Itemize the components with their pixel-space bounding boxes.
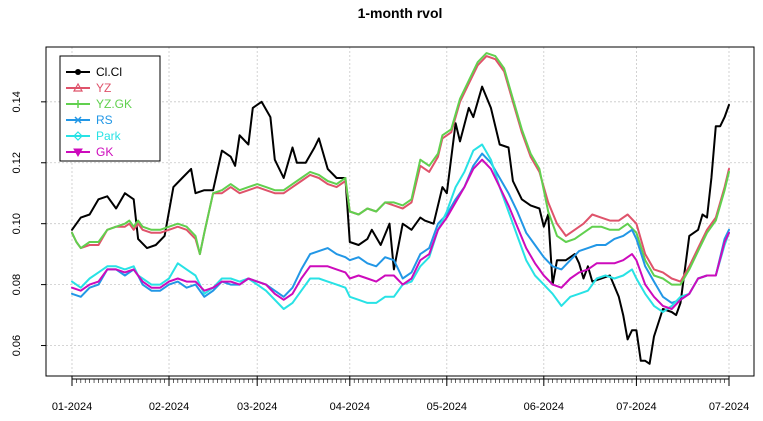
x-tick-label: 07-2024 [709,401,749,413]
x-tick-label: 07-2024 [616,401,656,413]
series-line-clcl [71,85,730,365]
chart-title: 1-month rvol [358,5,443,21]
series-line-rs [71,152,730,304]
x-tick-label: 06-2024 [524,401,564,413]
x-tick-label: 02-2024 [149,401,189,413]
legend-marker-circle [75,69,81,75]
series-line-park [71,143,730,313]
y-tick-label: 0.08 [11,274,23,295]
legend-label-clcl: Cl.Cl [96,65,122,79]
legend-label-rs: RS [96,113,113,127]
y-tick-label: 0.10 [11,213,23,234]
marker-shape [73,131,83,141]
legend: Cl.Cl YZ YZ.GK RS Park GK [59,55,161,162]
x-tick-label: 05-2024 [427,401,467,413]
series-line-yzgk [71,52,730,286]
legend-label-yzgk: YZ.GK [96,97,132,111]
x-tick-label: 04-2024 [330,401,370,413]
legend-marker-triangle [72,82,84,92]
series-line-gk [71,158,730,310]
marker-shape [75,69,81,75]
legend-marker-cross [74,116,82,124]
legend-label-yz: YZ [96,81,111,95]
marker-shape [72,82,84,92]
plot-frame [45,46,755,377]
axes: 0.06 0.08 0.10 0.12 0.14 01-2024 02-2024 03-202… [11,91,749,413]
marker-shape [73,148,83,158]
x-tick-label: 03-2024 [237,401,277,413]
legend-marker-diamond [73,131,83,141]
y-tick-label: 0.12 [11,152,23,173]
legend-label-park: Park [96,129,122,143]
marker-shape [74,116,82,124]
y-tick-label: 0.14 [11,91,23,112]
series-lines [71,52,730,365]
legend-marker-triangle-down [73,148,83,158]
series-line-yz [71,55,730,283]
legend-label-gk: GK [96,145,113,159]
x-tick-label: 01-2024 [52,401,92,413]
y-tick-label: 0.06 [11,335,23,356]
